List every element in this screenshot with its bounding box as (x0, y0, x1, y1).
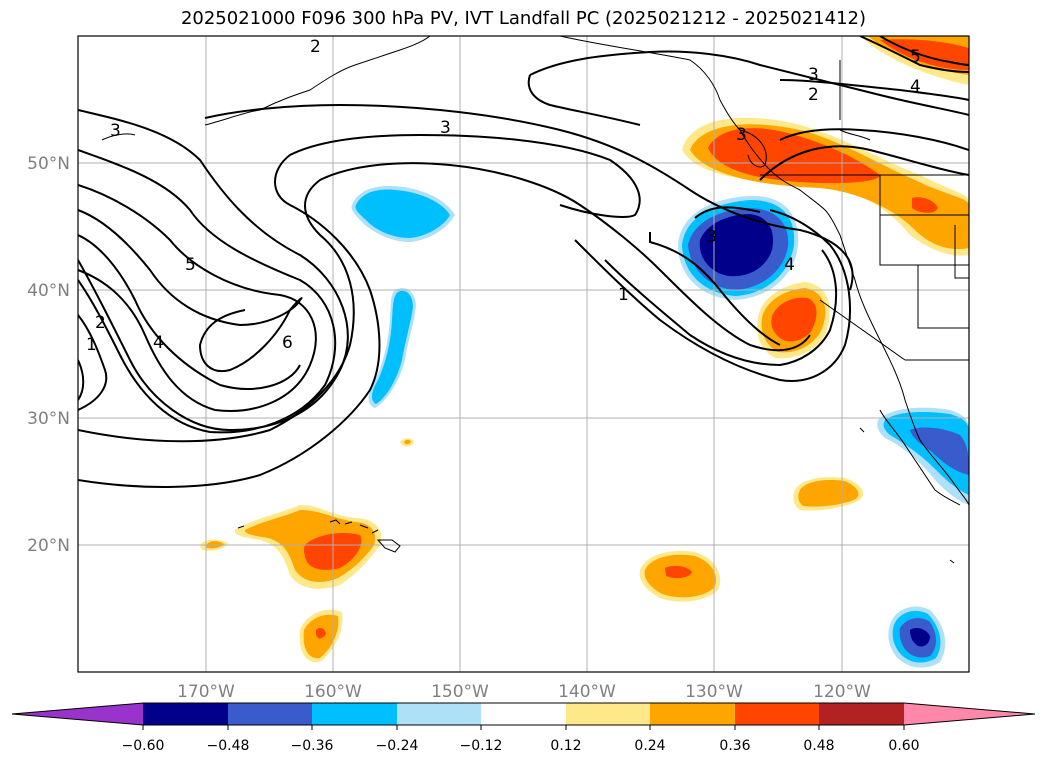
colorbar-tick-label: 0.36 (719, 738, 750, 754)
contour-label: 3 (706, 227, 717, 247)
lat-tick-label: 30°N (27, 409, 70, 429)
lat-tick-labels: 50°N 40°N 30°N 20°N (27, 154, 70, 556)
contour-label: 2 (808, 85, 819, 105)
contour-label: 3 (808, 65, 819, 85)
map-background (78, 36, 969, 672)
colorbar-segment (143, 703, 228, 725)
colorbar-extend-low (12, 703, 143, 725)
colorbar-tick-label: −0.36 (291, 738, 334, 754)
lat-tick-label: 50°N (27, 154, 70, 174)
contour-label: 5 (910, 47, 921, 67)
contour-label: 2 (310, 37, 321, 57)
colorbar-segment (819, 703, 904, 725)
contour-label: 3 (110, 121, 121, 141)
lon-tick-label: 170°W (177, 682, 235, 702)
contour-label: 6 (282, 333, 293, 353)
colorbar-segment (735, 703, 819, 725)
gridlines (78, 36, 969, 672)
colorbar-segment (481, 703, 566, 725)
colorbar-tick-label: 0.48 (803, 738, 834, 754)
lon-tick-label: 130°W (685, 682, 743, 702)
colorbar-tick-label: 0.60 (888, 738, 919, 754)
colorbar-tick-label: 0.12 (550, 738, 581, 754)
contour-labels: 3 2 3 5 2 1 4 6 3 1 3 4 3 2 5 4 (86, 37, 921, 355)
pv-contours (78, 36, 969, 488)
coastlines (101, 36, 969, 564)
contour-label: 3 (440, 118, 451, 138)
colorbar-tick-label: −0.24 (376, 738, 419, 754)
contour-label: 3 (736, 125, 747, 145)
lon-tick-label: 150°W (431, 682, 489, 702)
map-title: 2025021000 F096 300 hPa PV, IVT Landfall… (180, 8, 867, 29)
lon-tick-label: 160°W (304, 682, 362, 702)
lat-tick-label: 20°N (27, 536, 70, 556)
colorbar-segment (312, 703, 397, 725)
colorbar-segment (566, 703, 650, 725)
map-frame (77, 35, 970, 673)
colorbar-tick-label: −0.60 (122, 738, 165, 754)
contour-label: 4 (910, 77, 921, 97)
colorbar-tick-label: −0.48 (207, 738, 250, 754)
contour-label: 2 (95, 313, 106, 333)
contour-label: 1 (618, 285, 629, 305)
contour-label: 1 (86, 335, 97, 355)
contour-label: 4 (784, 255, 795, 275)
contour-label: 4 (153, 333, 164, 353)
colorbar-tick-label: 0.24 (634, 738, 665, 754)
colorbar-tick-label: −0.12 (460, 738, 503, 754)
lon-tick-label: 140°W (558, 682, 616, 702)
colorbar-segment (650, 703, 735, 725)
colorbar-extend-high (904, 703, 1035, 725)
colorbar-segment (397, 703, 481, 725)
lat-tick-label: 40°N (27, 281, 70, 301)
lon-tick-labels: 170°W 160°W 150°W 140°W 130°W 120°W (177, 682, 871, 702)
contour-label: 5 (185, 255, 196, 275)
lon-tick-label: 120°W (813, 682, 871, 702)
colorbar: −0.60 −0.48 −0.36 −0.24 −0.12 0.12 0.24 … (11, 702, 1036, 754)
colorbar-segment (228, 703, 312, 725)
